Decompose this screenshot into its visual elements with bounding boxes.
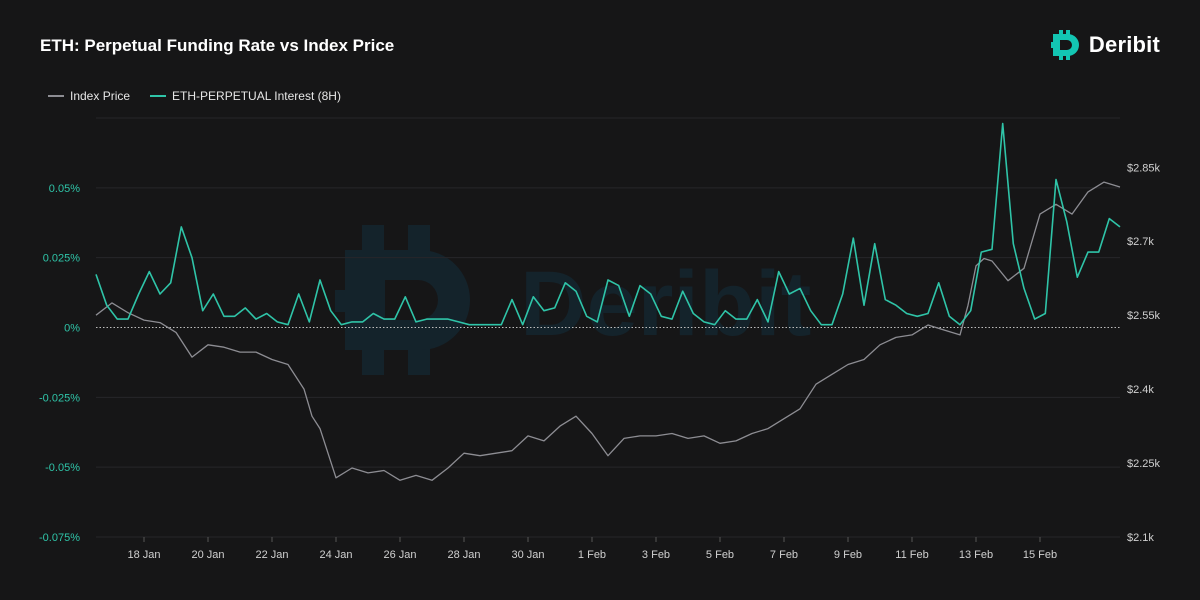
watermark-logo-icon bbox=[335, 225, 470, 375]
y-left-tick-label: 0% bbox=[64, 323, 80, 335]
legend-item-funding-rate[interactable]: ETH-PERPETUAL Interest (8H) bbox=[150, 89, 341, 103]
y-right-tick-label: $2.1k bbox=[1127, 532, 1154, 544]
x-tick-label: 7 Feb bbox=[770, 549, 798, 561]
legend-label-index-price: Index Price bbox=[70, 89, 131, 103]
y-right-tick-label: $2.25k bbox=[1127, 458, 1161, 470]
chart-legend: Index Price ETH-PERPETUAL Interest (8H) bbox=[48, 89, 361, 103]
x-tick-label: 24 Jan bbox=[319, 549, 352, 561]
x-tick-label: 5 Feb bbox=[706, 549, 734, 561]
x-tick-label: 20 Jan bbox=[191, 549, 224, 561]
legend-swatch-index-price bbox=[48, 95, 64, 97]
y-right-tick-label: $2.55k bbox=[1127, 310, 1161, 322]
y-left-tick-label: -0.05% bbox=[45, 462, 80, 474]
x-tick-label: 22 Jan bbox=[255, 549, 288, 561]
watermark: Deribit bbox=[335, 225, 811, 375]
x-tick-label: 11 Feb bbox=[895, 549, 928, 561]
y-left-tick-label: -0.025% bbox=[39, 392, 80, 404]
x-tick-label: 1 Feb bbox=[578, 549, 606, 561]
x-tick-label: 18 Jan bbox=[127, 549, 160, 561]
brand-name: Deribit bbox=[1088, 32, 1160, 57]
y-right-tick-label: $2.85k bbox=[1127, 162, 1161, 174]
y-left-tick-label: -0.075% bbox=[39, 532, 80, 544]
gridlines bbox=[96, 117, 1120, 538]
series-line-funding-rate bbox=[95, 122, 1121, 326]
watermark-text: Deribit bbox=[520, 253, 811, 355]
x-tick-label: 15 Feb bbox=[1023, 549, 1057, 561]
y-left-tick-label: 0.025% bbox=[43, 253, 81, 265]
x-tick-label: 26 Jan bbox=[383, 549, 416, 561]
deribit-logo-icon bbox=[1050, 30, 1079, 60]
brand: Deribit bbox=[1050, 30, 1160, 60]
series-line-index-price bbox=[95, 181, 1121, 481]
y-right-tick-label: $2.4k bbox=[1127, 384, 1154, 396]
legend-swatch-funding-rate bbox=[150, 95, 167, 97]
legend-label-funding-rate: ETH-PERPETUAL Interest (8H) bbox=[172, 89, 341, 103]
x-tick-label: 30 Jan bbox=[511, 549, 544, 561]
x-tick-label: 3 Feb bbox=[642, 549, 670, 561]
x-tick-label: 13 Feb bbox=[959, 549, 993, 561]
x-tick-label: 28 Jan bbox=[447, 549, 480, 561]
x-tick-label: 9 Feb bbox=[834, 549, 862, 561]
y-right-tick-label: $2.7k bbox=[1127, 236, 1154, 248]
y-left-tick-label: 0.05% bbox=[49, 183, 80, 195]
chart-title: ETH: Perpetual Funding Rate vs Index Pri… bbox=[40, 36, 395, 55]
legend-item-index-price[interactable]: Index Price bbox=[48, 89, 130, 103]
